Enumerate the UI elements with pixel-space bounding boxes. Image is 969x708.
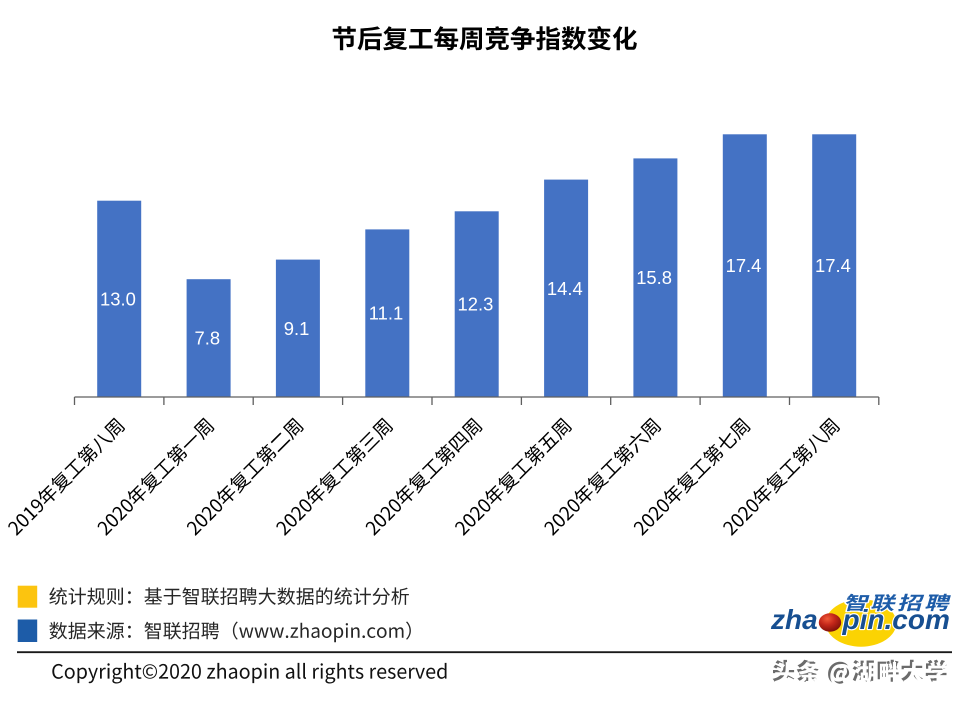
svg-text:7.8: 7.8 — [195, 328, 221, 349]
svg-text:17.4: 17.4 — [726, 255, 762, 276]
svg-text:14.4: 14.4 — [547, 278, 583, 299]
svg-text:12.3: 12.3 — [458, 294, 494, 315]
svg-text:zha: zha — [770, 604, 818, 635]
svg-text:17.4: 17.4 — [815, 255, 851, 276]
svg-text:15.8: 15.8 — [636, 267, 672, 288]
svg-text:pin.com: pin.com — [842, 604, 950, 635]
svg-text:11.1: 11.1 — [369, 303, 403, 324]
svg-text:13.0: 13.0 — [100, 288, 136, 309]
svg-text:9.1: 9.1 — [284, 318, 310, 339]
